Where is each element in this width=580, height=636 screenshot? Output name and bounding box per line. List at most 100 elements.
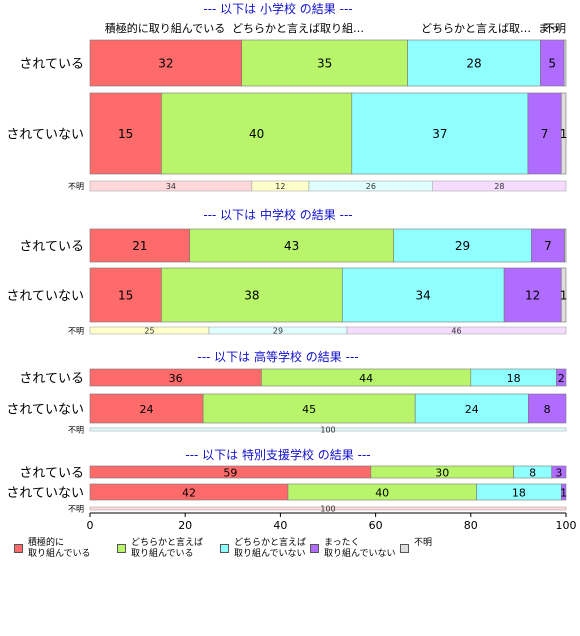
data-label: 40 (375, 487, 389, 500)
data-label: 59 (223, 467, 237, 480)
panel-title: --- 以下は 小学校 の結果 --- (203, 1, 352, 16)
data-label: 36 (169, 372, 183, 385)
data-label: 1 (560, 127, 568, 141)
bar-segment (560, 267, 567, 323)
data-label: 28 (466, 57, 481, 71)
bar-segment (407, 39, 541, 87)
data-label: 40 (249, 127, 264, 141)
column-header-label: どちらかと言えば取… (421, 22, 531, 35)
row-label: されている (19, 466, 84, 481)
data-label: 34 (416, 289, 431, 303)
bar-segment (556, 368, 567, 387)
unknown-data-label: 100 (320, 426, 335, 435)
row-label: されていない (6, 486, 84, 501)
bar-segment (351, 92, 529, 175)
data-label: 24 (465, 403, 479, 416)
unknown-bar-segment (89, 427, 567, 432)
unknown-row-label: 不明 (68, 505, 84, 514)
bar-segment (161, 267, 343, 323)
data-label: 44 (359, 372, 373, 385)
row-label: されていない (6, 289, 84, 304)
bar-segment (527, 393, 567, 424)
unknown-row-label: 不明 (68, 426, 84, 435)
data-label: 45 (302, 403, 316, 416)
bar-segment (341, 267, 505, 323)
data-label: 18 (507, 372, 521, 385)
unknown-bar-segment (432, 180, 567, 192)
bar-segment (241, 39, 408, 87)
bar-segment (89, 393, 204, 424)
legend-swatch (14, 544, 23, 553)
bar-segment (161, 92, 353, 175)
bar-segment (563, 39, 567, 87)
data-label: 37 (432, 127, 447, 141)
data-label: 35 (317, 57, 332, 71)
data-label: 32 (158, 57, 173, 71)
legend-label: どちらかと言えば 取り組んでいない (234, 538, 307, 559)
bar-segment (393, 228, 532, 263)
data-label: 43 (284, 239, 299, 253)
bar-segment (503, 267, 562, 323)
bar-segment (414, 393, 529, 424)
unknown-data-label: 12 (275, 182, 285, 191)
data-label: 24 (140, 403, 154, 416)
x-tick-label: 40 (273, 519, 287, 532)
unknown-row-label: 不明 (68, 182, 84, 191)
x-tick-label: 100 (556, 519, 577, 532)
bar-segment (89, 92, 162, 175)
data-label: 1 (560, 487, 567, 500)
row-label: されていない (6, 403, 84, 418)
data-label: 29 (455, 239, 470, 253)
unknown-data-label: 100 (320, 505, 335, 514)
data-label: 8 (544, 403, 551, 416)
column-header-label: 積極的に取り組んでいる (105, 21, 225, 35)
unknown-data-label: 29 (273, 327, 283, 336)
legend-label: どちらかと言えば 取り組んでいる (131, 538, 204, 559)
column-header-label: どちらかと言えば取り組… (232, 22, 364, 35)
unknown-data-label: 46 (451, 327, 461, 336)
row-label: されている (19, 57, 84, 72)
bar-segment (89, 228, 190, 263)
x-tick-label: 60 (369, 519, 383, 532)
legend-label: 不明 (414, 538, 433, 548)
data-label: 3 (555, 467, 562, 480)
bar-segment (89, 39, 243, 87)
unknown-data-label: 26 (366, 182, 376, 191)
data-label: 8 (529, 467, 536, 480)
panel-title: --- 以下は 中学校 の結果 --- (203, 207, 352, 222)
data-label: 5 (548, 57, 556, 71)
legend-swatch (310, 544, 319, 553)
chart-legend: 積極的に 取り組んでいる どちらかと言えば 取り組んでいる どちらかと言えば 取り組… (14, 538, 574, 568)
data-label: 12 (525, 289, 540, 303)
bar-segment (527, 92, 562, 175)
bar-segment (564, 228, 567, 263)
legend-label: 積極的に 取り組んでいる (28, 538, 91, 559)
column-header-label: 不明 (544, 22, 566, 35)
data-label: 38 (244, 289, 259, 303)
x-tick-label: 20 (178, 519, 192, 532)
bar-segment (531, 228, 565, 263)
data-label: 30 (435, 467, 449, 480)
data-label: 1 (560, 289, 568, 303)
legend-swatch (400, 544, 409, 553)
legend-label: まったく 取り組んでいない (324, 538, 396, 559)
panel-title: --- 以下は 特別支援学校 の結果 --- (185, 447, 370, 462)
data-label: 18 (512, 487, 526, 500)
unknown-data-label: 34 (166, 182, 176, 191)
unknown-bar-segment (89, 506, 567, 511)
data-label: 7 (544, 239, 552, 253)
unknown-data-label: 28 (494, 182, 504, 191)
bar-segment (551, 465, 567, 479)
legend-swatch (117, 544, 126, 553)
row-label: されている (19, 240, 84, 255)
column-header-label: まっ (538, 22, 560, 35)
row-label: されていない (6, 128, 84, 143)
unknown-bar-segment (346, 326, 567, 335)
bar-segment (560, 483, 567, 501)
data-label: 21 (132, 239, 147, 253)
x-tick-label: 0 (87, 519, 94, 532)
unknown-row-label: 不明 (68, 327, 84, 336)
x-tick-label: 80 (464, 519, 478, 532)
bar-segment (189, 228, 395, 263)
